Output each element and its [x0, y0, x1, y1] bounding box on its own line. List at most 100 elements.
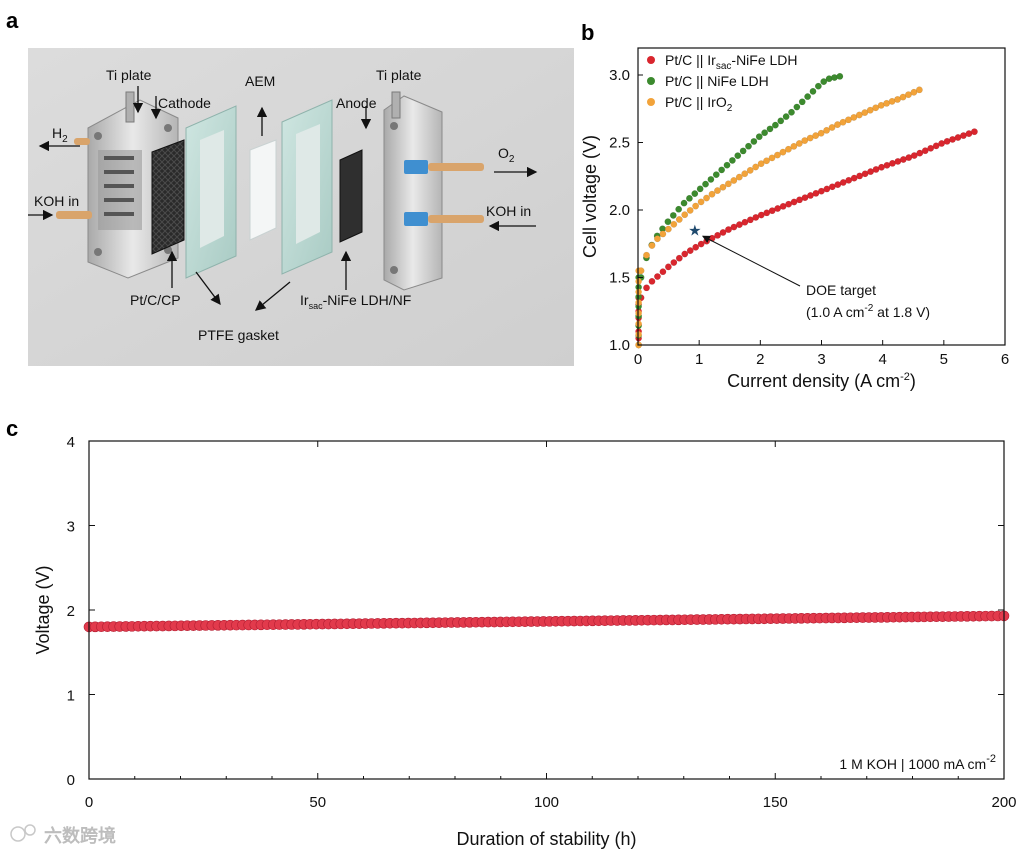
gasket-left-arrow [195, 271, 221, 306]
chart-c-y-tick-label: 4 [67, 434, 75, 451]
polarization-point [692, 202, 700, 210]
o2-tube [428, 163, 484, 171]
polarization-point [635, 288, 642, 296]
polarization-point [703, 194, 710, 202]
panel-label-b: b [581, 20, 594, 45]
polarization-point [741, 218, 749, 226]
anode-nickel-foam [339, 149, 363, 243]
chart-b-y-tick-label: 2.0 [609, 202, 630, 219]
polarization-point [790, 142, 798, 150]
polarization-point [804, 93, 812, 101]
polarization-point [734, 152, 742, 160]
chart-b-legend: Pt/C || Irsac-NiFe LDH Pt/C || NiFe LDH … [647, 52, 798, 114]
polarization-point [735, 221, 743, 229]
chart-b-y-axis-title: Cell voltage (V) [580, 135, 600, 258]
chart-b-x-tick-label: 2 [756, 351, 764, 368]
chart-b-y-tick-label: 3.0 [609, 67, 630, 84]
legend-marker-irsac [647, 56, 655, 64]
polarization-point [752, 163, 760, 171]
polarization-point [680, 199, 688, 207]
chart-c-y-tick-label: 0 [67, 772, 75, 789]
polarization-point [820, 78, 828, 86]
polarization-point [730, 177, 738, 184]
chart-b-x-tick-label: 0 [634, 351, 642, 368]
polarization-point [653, 235, 661, 243]
polarization-point [814, 82, 822, 90]
polarization-point [894, 95, 901, 103]
polarization-point [777, 117, 785, 125]
chart-c-x-tick-label: 100 [534, 794, 559, 811]
polarization-point [839, 118, 847, 126]
o2-connector [404, 160, 428, 174]
polarization-point [782, 113, 790, 121]
polarization-point [788, 108, 795, 116]
chart-c-ticks: 0 50 100 150 200 0 1 2 3 4 [67, 434, 1017, 811]
stability-points [83, 610, 1010, 633]
polarization-point [915, 86, 923, 94]
polarization-point [806, 134, 814, 142]
aem-membrane [249, 139, 277, 241]
gasket-right-arrow [254, 281, 291, 311]
watermark: 六数跨境 [10, 824, 116, 846]
test-condition-label: 1 M KOH | 1000 mA cm-2 [839, 753, 996, 772]
polarization-chart: 0 1 2 3 4 5 6 1.0 1.5 2.0 2.5 3.0 Current density (… [580, 47, 1009, 391]
legend-marker-nife [647, 77, 655, 85]
polarization-point [872, 104, 880, 112]
polarization-point [654, 273, 661, 280]
polarization-point [823, 126, 831, 134]
polarization-point [828, 124, 836, 131]
doe-target-pointer [701, 235, 801, 287]
polarization-point [686, 206, 694, 214]
polarization-point [648, 242, 656, 249]
polarization-point [735, 173, 743, 181]
h2-label: H2 [52, 125, 68, 145]
polarization-point [812, 132, 820, 140]
polarization-point [916, 149, 924, 157]
polarization-point [681, 211, 689, 219]
polarization-point [779, 148, 787, 156]
polarization-point [834, 121, 841, 129]
ptfe-gasket-left [185, 105, 237, 279]
polarization-point [844, 116, 852, 124]
chart-b-x-tick-label: 5 [940, 351, 948, 368]
doe-target-condition: (1.0 A cm-2 at 1.8 V) [806, 303, 930, 320]
polarization-point [692, 243, 700, 251]
polarization-point [669, 211, 677, 219]
polarization-point [927, 144, 935, 152]
polarization-point [755, 133, 763, 141]
chart-c-frame [88, 440, 1005, 780]
polarization-point [635, 299, 642, 306]
chart-c-y-tick-label: 2 [67, 603, 75, 620]
polarization-point [643, 284, 650, 292]
polarization-point [725, 226, 732, 234]
koh-connector-right [404, 212, 428, 226]
chart-b-x-tick-label: 6 [1001, 351, 1009, 368]
polarization-point [850, 113, 858, 121]
polarization-point [739, 147, 747, 155]
chart-c-x-tick-label: 200 [991, 794, 1016, 811]
legend-label-irsac: Pt/C || Irsac-NiFe LDH [665, 52, 798, 72]
chart-b-x-tick-label: 4 [878, 351, 886, 368]
koh-in-left-label: KOH in [34, 193, 79, 209]
chart-c-x-tick-label: 50 [309, 794, 326, 811]
polarization-point [910, 88, 918, 96]
polarization-point [921, 147, 929, 155]
polarization-point [635, 309, 642, 317]
polarization-point [746, 166, 754, 174]
polarization-point [686, 247, 694, 255]
polarization-point [768, 154, 776, 162]
polarization-point [681, 250, 689, 258]
koh-tube-right [428, 215, 484, 223]
polarization-point [675, 216, 683, 223]
legend-marker-iro2 [647, 98, 655, 106]
polarization-point [752, 213, 760, 221]
polarization-point [719, 183, 727, 191]
schematic-panel: Ti plate Cathode AEM Anode Ti plate H2 O… [28, 48, 574, 366]
polarization-point [774, 151, 781, 159]
chart-b-y-tick-label: 2.5 [609, 135, 630, 152]
koh-tube-left [56, 211, 92, 219]
polarization-point [866, 106, 874, 114]
polarization-point [664, 225, 672, 233]
aem-label: AEM [245, 73, 275, 89]
polarization-point [637, 267, 645, 275]
